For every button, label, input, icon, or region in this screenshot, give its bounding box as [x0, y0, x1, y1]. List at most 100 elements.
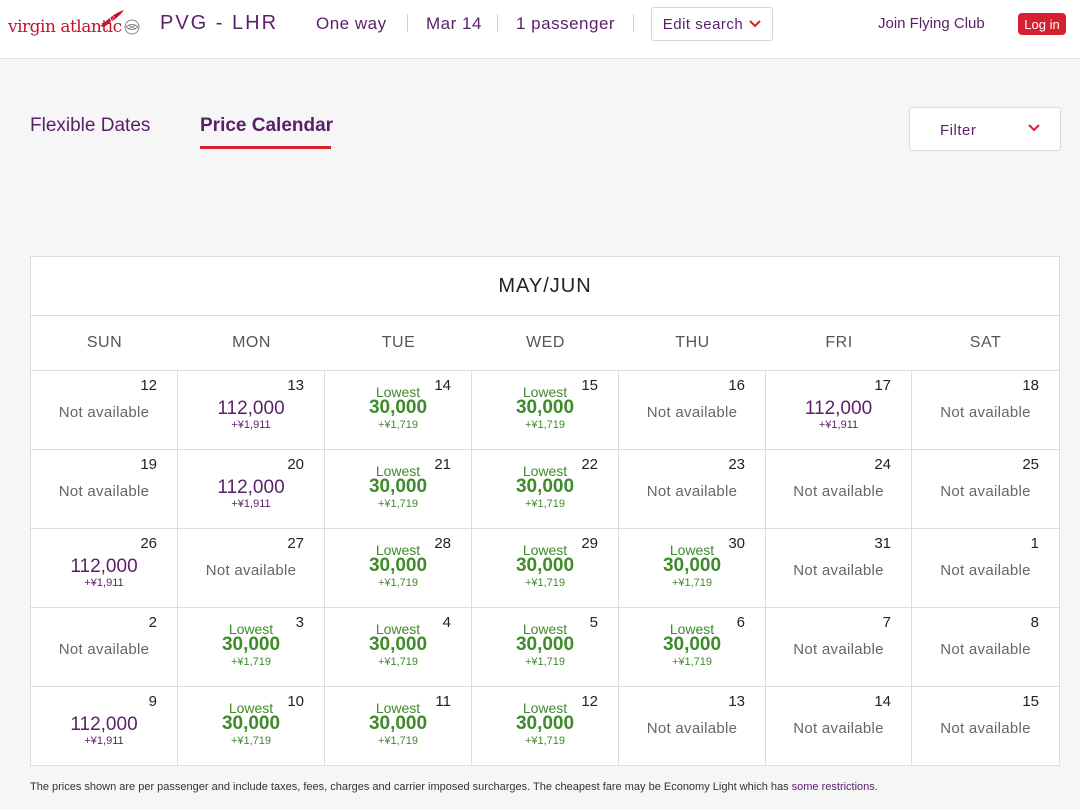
not-available-label: Not available — [940, 483, 1031, 500]
day-number: 15 — [1022, 693, 1039, 710]
lowest-badge: Lowest — [522, 621, 568, 637]
not-available-label: Not available — [646, 404, 738, 421]
miles-price: 30,000 — [662, 634, 722, 655]
filter-dropdown[interactable]: Filter — [909, 107, 1061, 151]
day-number: 3 — [295, 614, 304, 631]
calendar-day-cell[interactable]: 4 Lowest 30,000 +¥1,719 — [325, 608, 472, 687]
calendar-day-cell[interactable]: 29 Lowest 30,000 +¥1,719 — [472, 529, 619, 608]
calendar-day-cell: 18 Not available — [912, 371, 1059, 450]
tax-amount: +¥1,911 — [231, 419, 271, 431]
calendar-day-cell[interactable]: 12 Lowest 30,000 +¥1,719 — [472, 687, 619, 766]
calendar-day-cell[interactable]: 22 Lowest 30,000 +¥1,719 — [472, 450, 619, 529]
not-available-label: Not available — [793, 720, 884, 737]
calendar-day-cell[interactable]: 11 Lowest 30,000 +¥1,719 — [325, 687, 472, 766]
day-number: 13 — [287, 377, 304, 394]
miles-price: 112,000 — [217, 477, 285, 498]
not-available-label: Not available — [793, 562, 884, 579]
lowest-badge: Lowest — [522, 463, 568, 479]
tax-amount: +¥1,719 — [524, 419, 566, 431]
chevron-down-icon — [1028, 124, 1040, 132]
day-number: 31 — [874, 535, 891, 552]
tax-amount: +¥1,911 — [231, 498, 271, 510]
day-number: 23 — [728, 456, 745, 473]
tab-price-calendar[interactable]: Price Calendar — [200, 115, 334, 136]
not-available-label: Not available — [793, 641, 884, 658]
miles-price: 30,000 — [515, 397, 575, 418]
calendar-day-cell[interactable]: 21 Lowest 30,000 +¥1,719 — [325, 450, 472, 529]
calendar-month-title: MAY/JUN — [31, 257, 1059, 316]
day-number: 25 — [1022, 456, 1039, 473]
day-number: 16 — [728, 377, 745, 394]
calendar-day-cell[interactable]: 9 112,000 +¥1,911 — [31, 687, 178, 766]
tax-amount: +¥1,719 — [377, 735, 419, 747]
virgin-atlantic-logo[interactable]: virgin atlantic V — [8, 8, 143, 50]
header-divider — [407, 14, 408, 32]
calendar-day-cell[interactable]: 3 Lowest 30,000 +¥1,719 — [178, 608, 325, 687]
miles-price: 30,000 — [515, 476, 575, 497]
calendar-day-cell[interactable]: 26 112,000 +¥1,911 — [31, 529, 178, 608]
not-available-label: Not available — [793, 483, 884, 500]
miles-price: 112,000 — [804, 398, 873, 419]
calendar-day-cell[interactable]: 13 112,000 +¥1,911 — [178, 371, 325, 450]
calendar-day-cell[interactable]: 6 Lowest 30,000 +¥1,719 — [619, 608, 766, 687]
calendar-day-cell[interactable]: 28 Lowest 30,000 +¥1,719 — [325, 529, 472, 608]
miles-price: 30,000 — [368, 476, 428, 497]
edit-search-button[interactable]: Edit search — [651, 7, 773, 41]
day-number: 12 — [140, 377, 157, 394]
lowest-badge: Lowest — [669, 542, 715, 558]
travel-date: Mar 14 — [426, 14, 482, 33]
login-button[interactable]: Log in — [1018, 13, 1066, 35]
miles-price: 30,000 — [515, 555, 575, 576]
lowest-badge: Lowest — [375, 542, 421, 558]
tax-amount: +¥1,719 — [230, 735, 272, 747]
price-footnote: The prices shown are per passenger and i… — [30, 781, 878, 793]
tax-amount: +¥1,719 — [230, 656, 272, 668]
calendar-day-cell[interactable]: 15 Lowest 30,000 +¥1,719 — [472, 371, 619, 450]
weekday-header: THU — [675, 334, 710, 351]
lowest-badge: Lowest — [228, 621, 274, 637]
day-number: 13 — [728, 693, 745, 710]
calendar-day-cell[interactable]: 5 Lowest 30,000 +¥1,719 — [472, 608, 619, 687]
alliance-icon — [124, 19, 140, 35]
restrictions-link[interactable]: some restrictions — [791, 781, 875, 793]
calendar-day-cell: 8 Not available — [912, 608, 1059, 687]
day-number: 15 — [581, 377, 598, 394]
tab-flexible-dates[interactable]: Flexible Dates — [30, 115, 151, 136]
price-calendar: MAY/JUN SUN MON TUE WED THU FRI SAT 12 Not avai… — [30, 256, 1060, 766]
route-label: PVG - LHR — [160, 12, 279, 34]
day-number: 12 — [581, 693, 598, 710]
calendar-day-cell: 13 Not available — [619, 687, 766, 766]
miles-price: 30,000 — [368, 397, 428, 418]
day-number: 2 — [148, 614, 157, 631]
weekday-header: SAT — [969, 334, 1002, 351]
calendar-day-cell[interactable]: 14 Lowest 30,000 +¥1,719 — [325, 371, 472, 450]
calendar-day-cell: 7 Not available — [766, 608, 912, 687]
day-number: 30 — [728, 535, 745, 552]
miles-price: 30,000 — [662, 555, 722, 576]
miles-price: 112,000 — [70, 714, 138, 735]
calendar-day-cell: 16 Not available — [619, 371, 766, 450]
tax-amount: +¥1,719 — [524, 735, 566, 747]
header-divider — [497, 14, 498, 32]
calendar-day-cell: 24 Not available — [766, 450, 912, 529]
svg-text:V: V — [109, 16, 115, 24]
calendar-day-cell[interactable]: 17 112,000 +¥1,911 — [766, 371, 912, 450]
footnote-end: . — [874, 781, 878, 793]
not-available-label: Not available — [205, 562, 297, 579]
miles-price: 112,000 — [70, 556, 138, 577]
calendar-day-cell: 31 Not available — [766, 529, 912, 608]
calendar-day-cell[interactable]: 10 Lowest 30,000 +¥1,719 — [178, 687, 325, 766]
tax-amount: +¥1,719 — [377, 656, 419, 668]
day-number: 14 — [874, 693, 891, 710]
day-number: 8 — [1030, 614, 1039, 631]
tax-amount: +¥1,719 — [671, 656, 713, 668]
chevron-down-icon — [749, 20, 761, 28]
join-flying-club-link[interactable]: Join Flying Club — [878, 15, 985, 32]
calendar-day-cell[interactable]: 30 Lowest 30,000 +¥1,719 — [619, 529, 766, 608]
calendar-day-cell[interactable]: 20 112,000 +¥1,911 — [178, 450, 325, 529]
edit-search-label: Edit search — [662, 15, 744, 33]
day-number: 18 — [1022, 377, 1039, 394]
miles-price: 30,000 — [515, 634, 575, 655]
day-number: 14 — [434, 377, 451, 394]
weekday-header: SUN — [86, 334, 123, 351]
